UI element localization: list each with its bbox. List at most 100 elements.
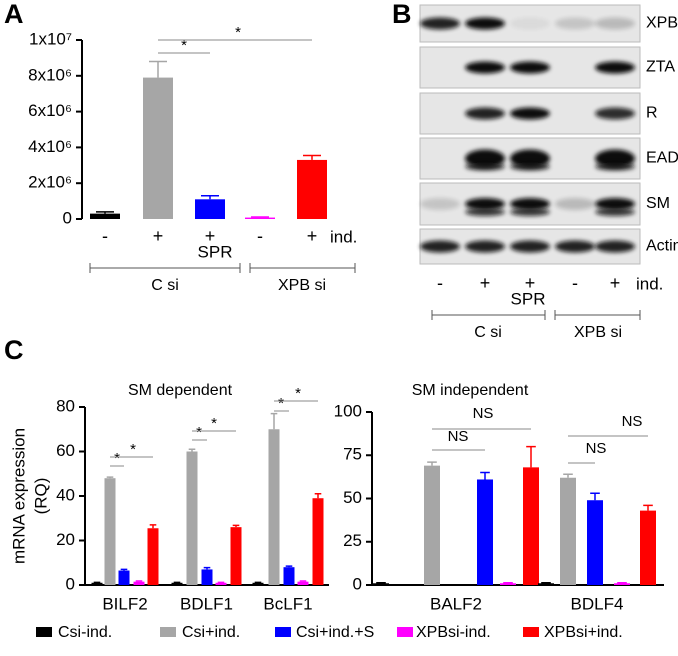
bar [313,498,324,585]
blot-band [595,241,635,253]
group-label: C si [474,324,502,341]
significance-label: * [278,395,284,412]
blot-band [510,108,550,120]
x-tick-label: + [307,226,318,246]
error-bar [503,583,513,584]
significance-label: NS [622,413,643,430]
bar [119,571,130,585]
bar [269,429,280,585]
blot-band [595,62,635,74]
blot-band [555,198,595,210]
error-bar [251,217,269,218]
bar [424,466,440,585]
blot-band [595,18,635,30]
y-tick-label: 75 [343,445,362,464]
y-tick-label: 1x10⁷ [29,29,72,48]
significance-label: NS [448,428,469,445]
bar [231,527,242,585]
bar [253,583,264,585]
error-bar [590,493,600,500]
blot-band [510,62,550,74]
treatment-label: SPR [511,289,546,308]
blot-band [465,18,505,30]
x-tick-label: BDLF1 [180,594,233,613]
y-tick-label: 60 [56,441,75,460]
lane-axis-label: ind. [636,274,663,293]
blot-band [465,163,505,171]
blot-band [510,18,550,30]
subplot-title: SM dependent [128,382,233,399]
error-bar [617,583,627,584]
significance-label: * [130,441,136,458]
bar [373,583,389,585]
legend-swatch [36,627,52,637]
blot-band [595,108,635,120]
error-bar [376,583,386,584]
y-tick-label: 0 [66,574,75,593]
y-tick-label: 0 [353,574,362,593]
y-tick-label: 6x10⁶ [28,101,72,120]
error-bar [480,473,490,480]
y-tick-label: 8x10⁶ [28,65,72,84]
blot-band [555,241,595,253]
bar [134,582,145,585]
y-axis-label: (RQ) [31,478,50,515]
category-label: ind. [330,227,357,246]
bar [105,478,116,585]
lane-label: + [610,273,621,293]
x-tick-label: - [102,226,108,246]
significance-label: * [295,385,301,402]
error-bar [189,449,196,451]
blot-band [510,208,550,216]
lane-label: - [572,273,578,293]
x-tick-label: BcLF1 [263,594,312,613]
bar [195,199,225,219]
treatment-label: SPR [198,242,233,261]
error-bar [204,568,211,570]
significance-label: * [211,415,217,432]
error-bar [303,155,321,159]
blot-band [465,208,505,216]
bar [202,569,213,585]
error-bar [315,494,322,498]
blot-band [595,208,635,216]
error-bar [526,447,536,468]
error-bar [300,581,307,582]
legend-label: Csi+ind.+S [296,624,374,641]
bar [148,528,159,585]
bar [560,478,576,585]
lane-label: - [437,273,443,293]
panel-label: B [392,0,412,29]
blot-row-label: ZTA [646,59,675,76]
bar [92,583,103,585]
y-tick-label: 40 [56,485,75,504]
legend-label: XPBsi+ind. [544,624,623,641]
legend-label: XPBsi-ind. [416,624,491,641]
blot-band [510,241,550,253]
significance-label: NS [473,405,494,422]
bar [500,583,516,585]
bar [284,567,295,585]
x-tick-label: + [153,226,164,246]
error-bar [149,61,167,77]
significance-label: * [235,24,241,41]
bar [640,511,656,585]
y-tick-label: 25 [343,531,362,550]
bar [614,583,630,585]
blot-row-label: Actin [646,238,678,255]
y-tick-label: 80 [56,396,75,415]
bar [172,583,183,585]
blot-band [555,18,595,30]
x-tick-label: - [257,226,263,246]
error-bar [541,583,551,584]
y-tick-label: 0 [63,208,72,227]
blot-band [420,18,460,30]
error-bar [563,474,573,477]
bar [297,160,327,219]
group-label: XPB si [278,277,326,294]
error-bar [233,525,240,527]
bar [477,479,493,585]
panel-label: A [4,0,24,29]
legend-swatch [275,627,291,637]
